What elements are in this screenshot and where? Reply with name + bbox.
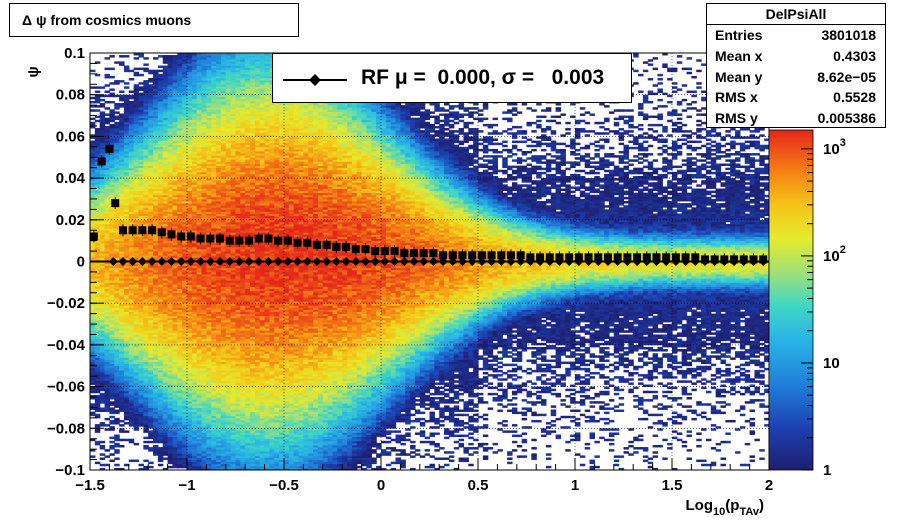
profile-point xyxy=(98,157,106,165)
profile-point xyxy=(400,249,408,257)
profile-point xyxy=(119,226,127,234)
legend-marker-icon xyxy=(273,54,353,102)
profile-point xyxy=(361,245,369,253)
profile-point xyxy=(294,239,302,247)
profile-point xyxy=(274,237,282,245)
stats-value: 3801018 xyxy=(821,25,876,46)
stats-box: DelPsiAll Entries 3801018 Mean x 0.4303 Me… xyxy=(706,3,886,128)
profile-point xyxy=(313,241,321,249)
colorbar-tick-label: 103 xyxy=(823,137,846,158)
profile-point xyxy=(158,228,166,236)
profile-point xyxy=(138,226,146,234)
colorbar-tick-label: 1 xyxy=(823,462,831,479)
x-axis-label: Log10(pTAv) xyxy=(686,497,764,518)
x-tick-label: 2 xyxy=(765,477,773,494)
x-tick-label: −0.5 xyxy=(269,477,299,494)
profile-point xyxy=(352,245,360,253)
y-tick-label: −0.06 xyxy=(47,379,85,396)
profile-point xyxy=(303,239,311,247)
stats-label: Entries xyxy=(715,25,762,46)
stats-row: Entries 3801018 xyxy=(707,25,885,46)
profile-point xyxy=(391,247,399,255)
profile-point xyxy=(323,241,331,249)
profile-point xyxy=(342,243,350,251)
y-tick-label: 0.04 xyxy=(56,170,86,187)
y-axis-label: ψ xyxy=(25,66,42,77)
y-tick-label: −0.1 xyxy=(55,462,85,479)
x-tick-label: 0.5 xyxy=(468,477,489,494)
stats-value: 8.62e−05 xyxy=(817,67,876,88)
profile-point xyxy=(410,249,418,257)
profile-point xyxy=(105,145,113,153)
stats-label: Mean x xyxy=(715,46,762,67)
profile-point xyxy=(429,249,437,257)
stats-value: 0.005386 xyxy=(818,108,876,129)
profile-point xyxy=(148,226,156,234)
stats-row: RMS y 0.005386 xyxy=(707,108,885,129)
stats-label: Mean y xyxy=(715,67,762,88)
profile-point xyxy=(284,237,292,245)
profile-point xyxy=(420,249,428,257)
profile-point xyxy=(216,235,224,243)
profile-point xyxy=(129,226,137,234)
y-tick-label: −0.08 xyxy=(47,420,85,437)
profile-point xyxy=(332,243,340,251)
y-tick-label: −0.04 xyxy=(47,337,86,354)
x-tick-label: 0 xyxy=(377,477,385,494)
y-tick-label: 0.1 xyxy=(64,45,85,62)
y-tick-label: 0 xyxy=(77,254,85,271)
stats-row: RMS x 0.5528 xyxy=(707,87,885,108)
stats-value: 0.4303 xyxy=(833,46,876,67)
stats-label: RMS y xyxy=(715,108,758,129)
stats-row: Mean y 8.62e−05 xyxy=(707,67,885,88)
profile-point xyxy=(245,237,253,245)
profile-point xyxy=(167,230,175,238)
profile-point xyxy=(235,237,243,245)
y-tick-label: 0.08 xyxy=(56,87,85,104)
x-tick-label: −1.5 xyxy=(75,477,105,494)
profile-point xyxy=(111,199,119,207)
y-tick-label: 0.06 xyxy=(56,128,85,145)
colorbar xyxy=(769,130,813,470)
profile-point xyxy=(255,235,263,243)
profile-point xyxy=(371,247,379,255)
profile-point xyxy=(197,235,205,243)
profile-point xyxy=(226,237,234,245)
x-tick-label: 1.5 xyxy=(662,477,683,494)
y-tick-label: 0.02 xyxy=(56,212,85,229)
legend: RF μ = 0.000, σ = 0.003 xyxy=(272,53,632,103)
stats-label: RMS x xyxy=(715,87,758,108)
colorbar-tick-label: 102 xyxy=(823,244,846,265)
profile-point xyxy=(177,232,185,240)
profile-point xyxy=(187,232,195,240)
plot-title: Δ ψ from cosmics muons xyxy=(9,3,299,37)
stats-value: 0.5528 xyxy=(833,87,876,108)
profile-point xyxy=(264,235,272,243)
x-tick-label: 1 xyxy=(571,477,579,494)
y-tick-label: −0.02 xyxy=(47,295,85,312)
profile-point xyxy=(381,247,389,255)
x-tick-label: −1 xyxy=(178,477,195,494)
profile-point xyxy=(206,235,214,243)
profile-point xyxy=(90,232,98,240)
colorbar-tick-label: 10 xyxy=(823,355,840,372)
stats-title: DelPsiAll xyxy=(707,4,885,25)
legend-label: RF μ = 0.000, σ = 0.003 xyxy=(361,54,604,102)
stats-row: Mean x 0.4303 xyxy=(707,46,885,67)
